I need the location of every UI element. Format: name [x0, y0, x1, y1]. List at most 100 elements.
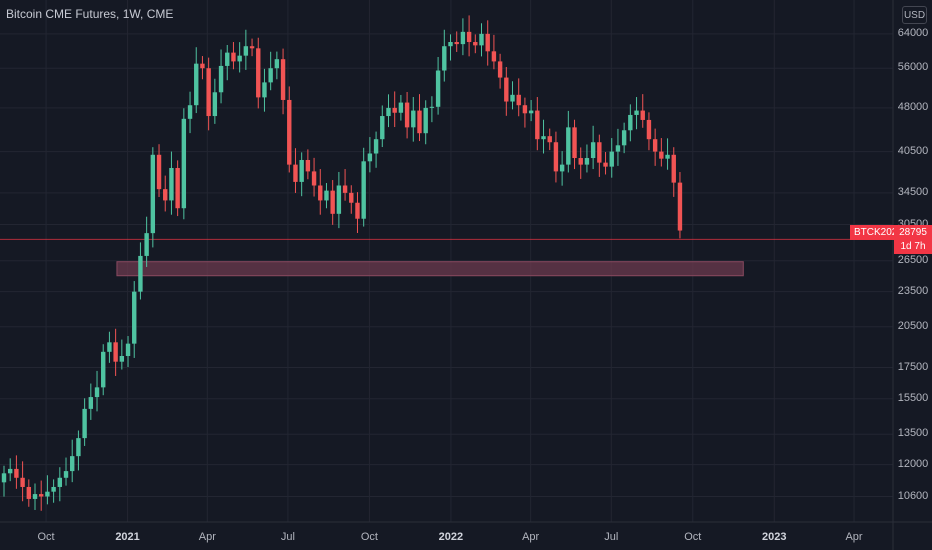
candle-body — [181, 118, 187, 209]
candle-body — [156, 154, 162, 190]
candle-body — [318, 185, 323, 201]
candle-body — [404, 102, 410, 128]
currency-unit-button[interactable]: USD — [902, 6, 927, 24]
candle-body — [411, 110, 416, 128]
candle-body — [45, 491, 50, 497]
candle-body — [57, 477, 63, 487]
x-tick-label: Apr — [198, 531, 216, 543]
candle-body — [1, 473, 7, 483]
candle-body — [677, 182, 683, 231]
candle-body — [212, 92, 218, 117]
candle-body — [206, 68, 211, 117]
candle-body — [380, 116, 385, 140]
candle-body — [336, 185, 342, 214]
candle-body — [113, 342, 118, 362]
candle-body — [169, 167, 174, 201]
y-tick-label: 40500 — [897, 144, 929, 157]
candle-body — [398, 102, 404, 113]
candle-body — [39, 494, 44, 497]
candle-body — [448, 42, 453, 47]
candle-body — [491, 51, 497, 62]
candle-body — [355, 202, 360, 219]
candle-body — [293, 164, 298, 182]
candle-body — [150, 154, 156, 234]
candle-body — [187, 105, 193, 119]
y-tick-label: 48000 — [897, 100, 929, 113]
candle-body — [417, 110, 422, 134]
candle-body — [256, 48, 261, 98]
x-tick-label: Jul — [280, 531, 295, 543]
candle-body — [497, 61, 503, 78]
candle-body — [566, 127, 571, 165]
x-tick-label: Jul — [604, 531, 619, 543]
candle-body — [200, 63, 205, 69]
candle-body — [237, 55, 242, 62]
candle-body — [330, 190, 335, 214]
candle-body — [547, 136, 552, 143]
candle-body — [218, 65, 224, 93]
candle-body — [144, 233, 149, 256]
candle-body — [528, 110, 534, 114]
candle-body — [473, 42, 478, 46]
candle-body — [373, 139, 379, 154]
candle-body — [640, 110, 645, 120]
candle-body — [367, 153, 373, 162]
x-tick-label: Oct — [360, 531, 378, 543]
candle-body — [280, 59, 286, 100]
candle-body — [311, 171, 317, 186]
candle-body — [194, 63, 199, 106]
x-tick-label: 2023 — [762, 531, 787, 543]
candle-body — [665, 154, 670, 159]
candle-body — [485, 33, 490, 52]
candle-body — [615, 145, 621, 152]
y-tick-label: 15500 — [897, 391, 929, 404]
candle-body — [671, 154, 676, 183]
candle-body — [392, 107, 397, 113]
candle-body — [70, 456, 75, 472]
candle-body — [243, 46, 249, 56]
candle-body — [175, 167, 180, 209]
x-tick-label: Apr — [845, 531, 863, 543]
candle-body — [516, 94, 521, 106]
candle-body — [590, 142, 596, 159]
candle-body — [225, 52, 230, 66]
candle-body — [659, 151, 664, 159]
candle-body — [435, 70, 441, 107]
candle-body — [466, 31, 472, 43]
candle-body — [553, 142, 559, 172]
candle-body — [63, 471, 69, 478]
candle-body — [646, 119, 652, 140]
y-tick-label: 23500 — [897, 284, 929, 297]
chart-title: Bitcoin CME Futures, 1W, CME — [6, 7, 174, 21]
y-tick-label: 34500 — [897, 185, 929, 198]
y-tick-label: 26500 — [897, 253, 929, 266]
y-tick-label: 10600 — [897, 489, 929, 502]
x-tick-label: Oct — [37, 531, 55, 543]
candle-body — [94, 387, 100, 398]
y-tick-label: 56000 — [897, 61, 929, 74]
candle-body — [442, 46, 447, 71]
candle-body — [609, 151, 614, 167]
candle-body — [88, 397, 94, 409]
candle-body — [522, 105, 528, 114]
candle-body — [603, 162, 608, 167]
candle-body — [231, 52, 236, 62]
candle-body — [101, 351, 106, 388]
candle-body — [454, 42, 459, 45]
candle-body — [107, 342, 112, 352]
candle-body — [460, 31, 466, 45]
candle-body — [125, 343, 131, 357]
x-tick-label: 2022 — [438, 531, 464, 543]
last-price-tag: 28795 — [894, 225, 932, 240]
candle-body — [535, 110, 540, 140]
candle-body — [14, 468, 19, 478]
candle-body — [82, 408, 87, 439]
candle-body — [305, 159, 311, 172]
x-tick-label: 2021 — [115, 531, 140, 543]
candle-body — [8, 468, 13, 474]
support-zone — [116, 261, 744, 277]
candle-body — [386, 107, 391, 117]
candle-body — [510, 94, 515, 102]
candle-body — [504, 77, 509, 102]
